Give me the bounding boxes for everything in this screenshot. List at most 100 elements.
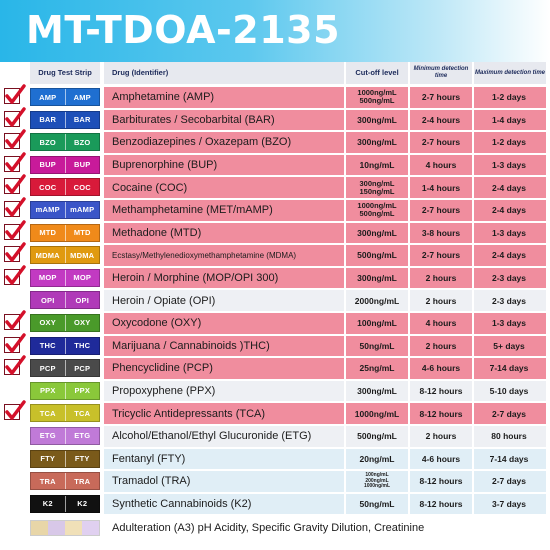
- cutoff-value: 50ng/mL: [359, 340, 395, 351]
- strip-code-label: MOP: [73, 273, 92, 283]
- cutoff-value: 300ng/mL: [357, 114, 397, 125]
- strip-code-label: THC: [74, 341, 91, 351]
- table-row: COC COC Cocaine (COC) 300ng/mL 150ng/mL 1-4 h…: [0, 174, 550, 199]
- row-background: [104, 154, 546, 176]
- min-detection-time: 4-6 hours: [421, 363, 461, 374]
- column-separator: [472, 312, 474, 334]
- cutoff-value: 300ng/mL: [357, 137, 397, 148]
- checkbox-checked-icon[interactable]: [4, 106, 26, 127]
- row-background: [104, 132, 546, 153]
- checkbox-checked-icon[interactable]: [4, 219, 26, 240]
- min-detection-time: 2 hours: [425, 340, 457, 351]
- strip-code-label: OPI: [31, 292, 66, 309]
- column-separator: [408, 267, 410, 289]
- checkbox-checked-icon[interactable]: [4, 84, 26, 104]
- cutoff-level: 500ng/mL: [346, 425, 408, 448]
- drug-name: Phencyclidine (PCP): [112, 362, 213, 375]
- min-detection-time: 2-7 hours: [421, 92, 461, 103]
- drug-name: Propoxyphene (PPX): [112, 385, 216, 398]
- column-separator: [408, 380, 410, 402]
- column-separator: [344, 199, 346, 221]
- max-detection-time: 2-3 days: [491, 295, 527, 306]
- checkbox-checked-icon[interactable]: [4, 197, 26, 217]
- max-detection-time: 1-2 days: [491, 137, 527, 148]
- checkbox-checked-icon[interactable]: [4, 265, 26, 285]
- row-background: [104, 403, 546, 424]
- checkbox-checked-icon[interactable]: [4, 310, 26, 330]
- strip-code-label: TCA: [74, 408, 91, 418]
- row-background: [104, 87, 546, 108]
- drug-test-strip: mAMP mAMP: [30, 200, 100, 219]
- column-separator: [408, 132, 410, 153]
- column-separator: [408, 109, 410, 131]
- row-background: [104, 471, 546, 492]
- header-cutoff: Cut-off level: [346, 62, 408, 84]
- column-separator: [344, 87, 346, 108]
- column-separator: [344, 290, 346, 311]
- table-row: MOP MOP Heroin / Morphine (MOP/OPI 300) 300…: [0, 265, 550, 290]
- strip-code-label: MDMA: [70, 250, 95, 260]
- cutoff-value: 10ng/mL: [359, 160, 395, 171]
- column-separator: [408, 177, 410, 198]
- row-background: [104, 290, 546, 311]
- checkbox-checked-icon[interactable]: [4, 152, 26, 172]
- adulteration-strip: [30, 520, 100, 536]
- row-background: [104, 177, 546, 198]
- header-strip: Drug Test Strip: [30, 62, 100, 84]
- checkbox-checked-icon[interactable]: [4, 174, 26, 195]
- column-separator: [344, 245, 346, 266]
- strip-code-label: TRA: [31, 473, 66, 490]
- strip-code-label: PCP: [31, 360, 66, 377]
- cutoff-level: 300ng/mL: [346, 222, 408, 245]
- checkbox-checked-icon[interactable]: [4, 355, 26, 376]
- column-separator: [344, 312, 346, 334]
- cutoff-value: 300ng/mL: [357, 273, 397, 284]
- strip-code-label: BAR: [73, 115, 91, 125]
- checkbox-checked-icon[interactable]: [4, 242, 26, 263]
- cutoff-value: 25ng/mL: [359, 363, 395, 374]
- column-separator: [472, 109, 474, 131]
- strip-code-label: mAMP: [31, 201, 66, 218]
- strip-code-label: AMP: [73, 92, 91, 102]
- max-detection-time: 1-2 days: [491, 92, 527, 103]
- cutoff-level: 2000ng/mL: [346, 289, 408, 312]
- cutoff-value: 300ng/mL: [359, 178, 395, 188]
- drug-test-strip: THC THC: [30, 336, 100, 355]
- strip-code-label: BUP: [74, 160, 91, 170]
- cutoff-value: 2000ng/mL: [354, 295, 400, 306]
- cutoff-value: 1000ng/mL: [354, 408, 400, 419]
- table-row: THC THC Marijuana / Cannabinoids )THC) 50ng…: [0, 332, 550, 358]
- column-separator: [472, 380, 474, 402]
- drug-name: Heroin / Morphine (MOP/OPI 300): [112, 272, 279, 285]
- checkbox-checked-icon[interactable]: [4, 129, 26, 150]
- drug-name: Methadone (MTD): [112, 226, 202, 239]
- header-max-detection: Maximum detection time: [474, 62, 546, 84]
- drug-table: AMP AMP Amphetamine (AMP) 1000ng/mL 500ng/mL…: [0, 84, 550, 515]
- drug-name: Ecstasy/Methylenedioxymethamphetamine (M…: [112, 250, 297, 260]
- cutoff-level: 1000ng/mL 500ng/mL: [346, 199, 408, 222]
- adulteration-row: Adulteration (A3) pH Acidity, Specific G…: [0, 517, 550, 539]
- min-detection-time: 8-12 hours: [419, 498, 463, 509]
- drug-test-strip: AMP AMP: [30, 88, 100, 106]
- column-separator: [408, 493, 410, 515]
- min-detection-time: 4-6 hours: [421, 453, 461, 464]
- drug-name: Marijuana / Cannabinoids )THC): [112, 339, 270, 352]
- cutoff-level: 300ng/mL: [346, 109, 408, 132]
- column-separator: [472, 154, 474, 176]
- column-separator: [408, 335, 410, 357]
- max-detection-time: 2-4 days: [491, 205, 527, 216]
- min-detection-time: 4 hours: [425, 160, 457, 171]
- min-detection-time: 2-7 hours: [421, 205, 461, 216]
- row-background: [104, 199, 546, 221]
- row-background: [104, 222, 546, 244]
- cutoff-level: 300ng/mL: [346, 380, 408, 403]
- strip-code-label: K2: [77, 499, 88, 509]
- column-separator: [344, 177, 346, 198]
- strip-code-label: BZO: [74, 137, 91, 147]
- table-row: BAR BAR Barbiturates / Secobarbital (BAR) 3…: [0, 106, 550, 132]
- strip-code-label: PPX: [74, 386, 91, 396]
- adulteration-pad: [31, 521, 48, 535]
- checkbox-checked-icon[interactable]: [4, 400, 26, 421]
- checkbox-checked-icon[interactable]: [4, 332, 26, 353]
- column-separator: [344, 222, 346, 244]
